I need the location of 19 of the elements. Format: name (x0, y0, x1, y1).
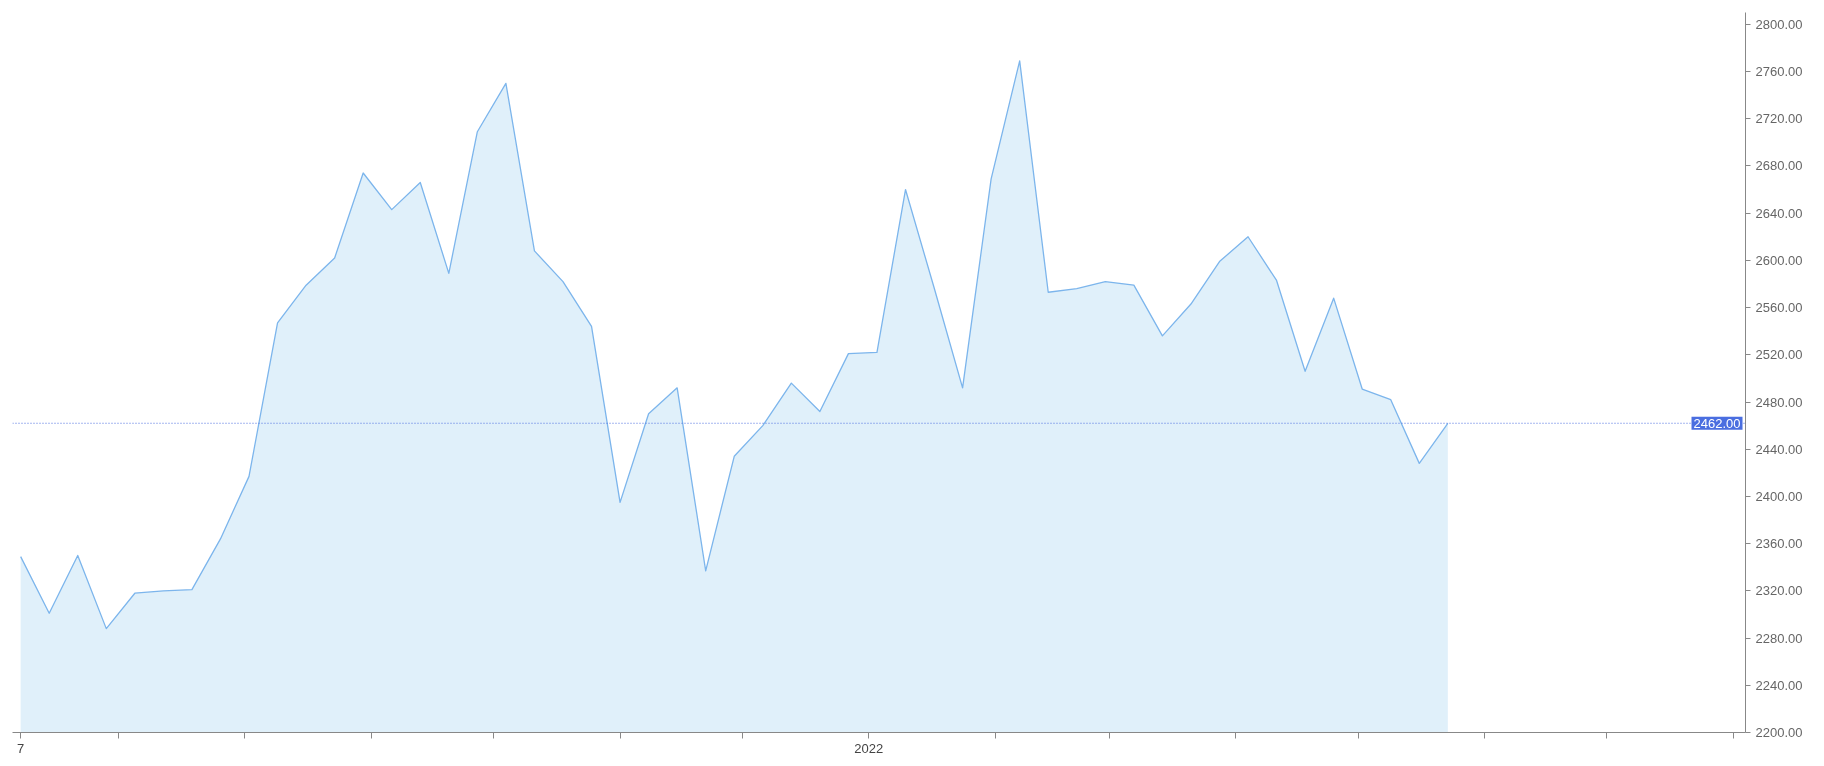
y-tick-label: 2520.00 (1755, 347, 1803, 363)
x-tick-label: 7 (17, 740, 25, 756)
y-tick-label: 2640.00 (1755, 205, 1803, 221)
y-tick-label: 2200.00 (1755, 725, 1803, 740)
ref-line-label: 2462.00 (1693, 415, 1741, 431)
y-tick-label: 2240.00 (1755, 677, 1803, 693)
y-tick-label: 2680.00 (1755, 158, 1803, 174)
y-tick-label: 2400.00 (1755, 488, 1803, 504)
y-tick-label: 2320.00 (1755, 583, 1803, 599)
y-tick-label: 2480.00 (1755, 394, 1803, 410)
y-tick-label: 2760.00 (1755, 64, 1803, 80)
y-tick-label: 2600.00 (1755, 252, 1803, 268)
y-tick-label: 2280.00 (1755, 630, 1803, 646)
y-tick-label: 2800.00 (1755, 16, 1803, 32)
y-tick-label: 2440.00 (1755, 441, 1803, 457)
y-tick-label: 2360.00 (1755, 536, 1803, 552)
x-tick-label: 2022 (854, 740, 884, 756)
y-tick-label: 2720.00 (1755, 111, 1803, 127)
y-tick-label: 2560.00 (1755, 300, 1803, 316)
